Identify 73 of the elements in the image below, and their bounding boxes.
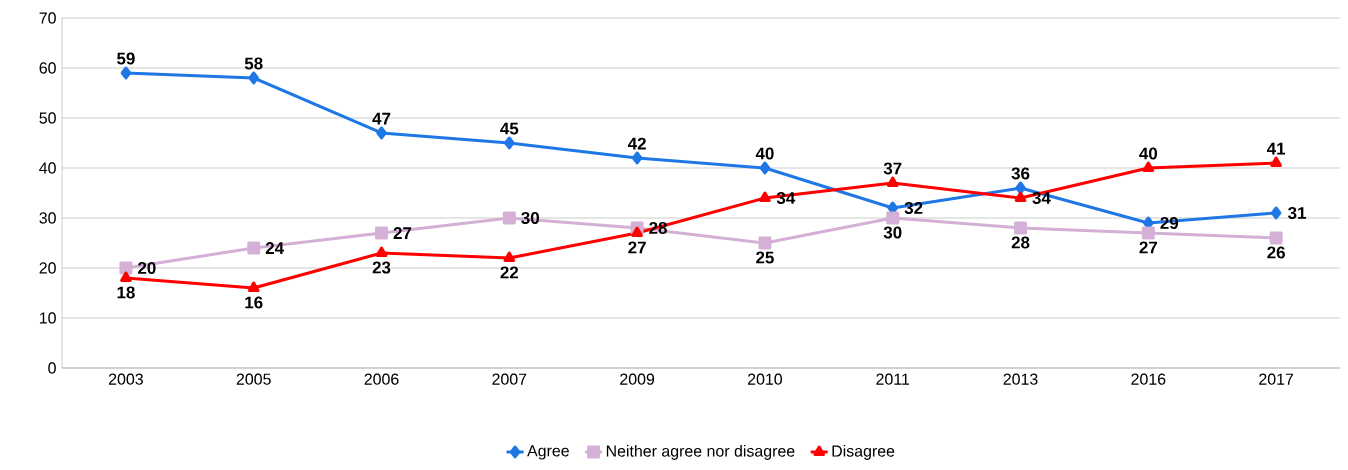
point [1270,206,1282,220]
y-tick-label: 60 [39,62,56,74]
data-label: 27 [628,241,646,254]
data-label: 40 [755,147,774,160]
point [120,271,132,282]
point [503,251,516,262]
y-tick-label: 40 [39,162,56,174]
data-label: 26 [1267,246,1285,259]
legend-label: Agree [527,445,569,460]
point [375,226,388,240]
point [1270,156,1282,167]
y-tick-label: 0 [48,362,56,374]
point [759,191,771,202]
data-label: 20 [138,261,156,274]
data-label: 27 [393,227,412,239]
point [120,66,132,80]
point [1014,191,1027,202]
data-label: 59 [117,52,135,65]
data-label: 41 [1266,142,1286,155]
point [376,126,387,140]
data-label: 25 [756,251,774,264]
y-tick-label: 70 [39,12,56,24]
data-label: 37 [883,162,902,175]
point [1141,226,1155,240]
x-tick-label: 2017 [1259,373,1294,385]
data-label: 28 [1011,236,1030,249]
data-label: 22 [500,266,519,279]
point [631,226,643,237]
point [248,71,259,85]
y-tick-label: 30 [39,212,56,224]
x-tick-label: 2003 [108,373,143,385]
point [631,151,643,165]
legend-label: Neither agree nor disagree [606,445,795,460]
point [758,236,772,250]
point [1269,231,1283,245]
point [504,136,515,150]
data-label: 36 [1011,167,1030,180]
data-label: 47 [372,112,391,125]
point [1014,221,1028,235]
x-tick-label: 2010 [747,373,783,385]
data-label: 58 [244,57,263,70]
data-label: 30 [521,211,539,224]
data-label: 45 [500,122,519,135]
point [1142,161,1155,172]
point [375,246,388,257]
data-label: 24 [265,242,284,254]
point [759,161,771,175]
data-label: 31 [1288,206,1307,219]
x-tick-label: 2005 [236,373,271,385]
data-label: 30 [883,226,902,239]
x-tick-label: 2016 [1131,373,1166,385]
data-label: 42 [627,137,646,150]
y-tick-label: 50 [39,112,56,124]
data-label: 16 [245,296,263,309]
data-label: 27 [1139,241,1157,254]
x-tick-label: 2009 [620,373,655,385]
legend-label: Disagree [832,445,895,460]
point [119,261,133,275]
point [502,211,516,225]
x-tick-label: 2011 [876,373,910,385]
point [886,176,899,187]
point [247,241,261,255]
y-tick-label: 20 [39,262,56,274]
y-tick-label: 10 [39,312,56,324]
point [1015,181,1026,195]
x-tick-label: 2007 [492,373,527,385]
data-label: 18 [117,286,135,299]
x-tick-label: 2013 [1003,373,1038,385]
x-tick-label: 2006 [364,373,399,385]
data-label: 23 [372,261,391,274]
data-label: 40 [1139,147,1158,160]
point [886,211,900,225]
point [247,281,260,292]
